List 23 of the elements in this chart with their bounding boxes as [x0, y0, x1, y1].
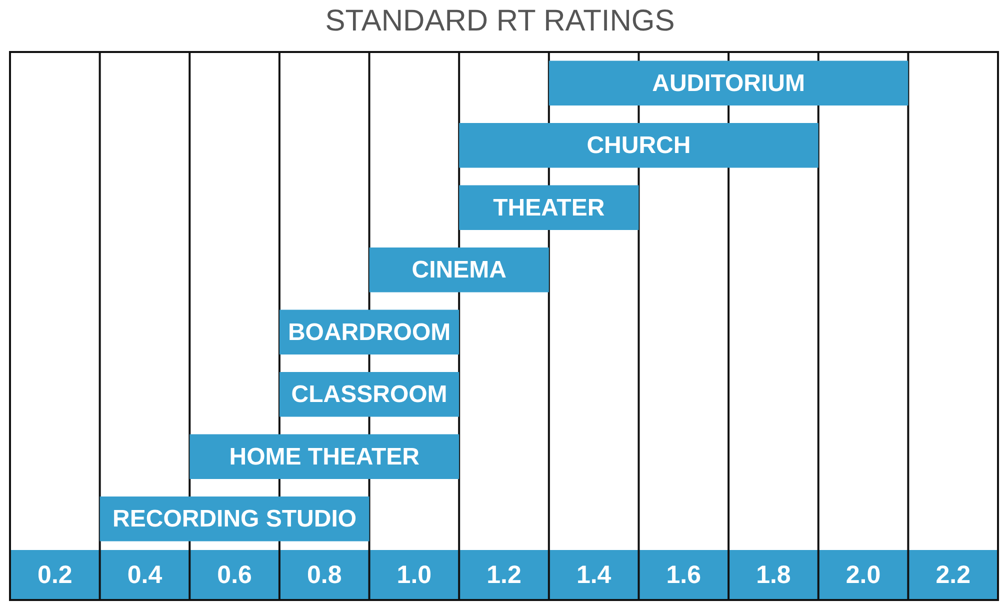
x-tick-label: 2.0 — [846, 560, 881, 589]
chart-title: STANDARD RT RATINGS — [325, 4, 675, 38]
x-tick-label: 1.4 — [576, 560, 612, 589]
y-tick-label: BOARDROOM — [288, 318, 451, 346]
x-tick-label: 1.6 — [666, 560, 702, 589]
y-tick-label: CINEMA — [412, 256, 506, 284]
x-tick-label: 2.2 — [936, 560, 970, 589]
bar — [459, 122, 818, 168]
y-tick-label: CHURCH — [586, 132, 691, 159]
x-tick-label: 0.2 — [38, 560, 72, 589]
y-tick-label: HOME THEATER — [229, 443, 420, 470]
bar — [548, 60, 908, 106]
bar — [369, 247, 549, 292]
x-tick-label: 1.0 — [396, 560, 432, 589]
y-tick-label: AUDITORIUM — [652, 70, 805, 97]
x-tick-label: 0.6 — [217, 560, 252, 589]
x-tick-label: 0.4 — [127, 560, 162, 589]
x-tick-label: 0.8 — [306, 560, 342, 589]
y-tick-label: RECORDING STUDIO — [112, 506, 357, 532]
y-tick-label: THEATER — [493, 194, 605, 222]
x-tick-label: 1.8 — [756, 560, 791, 589]
y-tick-label: CLASSROOM — [291, 381, 448, 408]
x-tick-label: 1.2 — [486, 560, 522, 589]
